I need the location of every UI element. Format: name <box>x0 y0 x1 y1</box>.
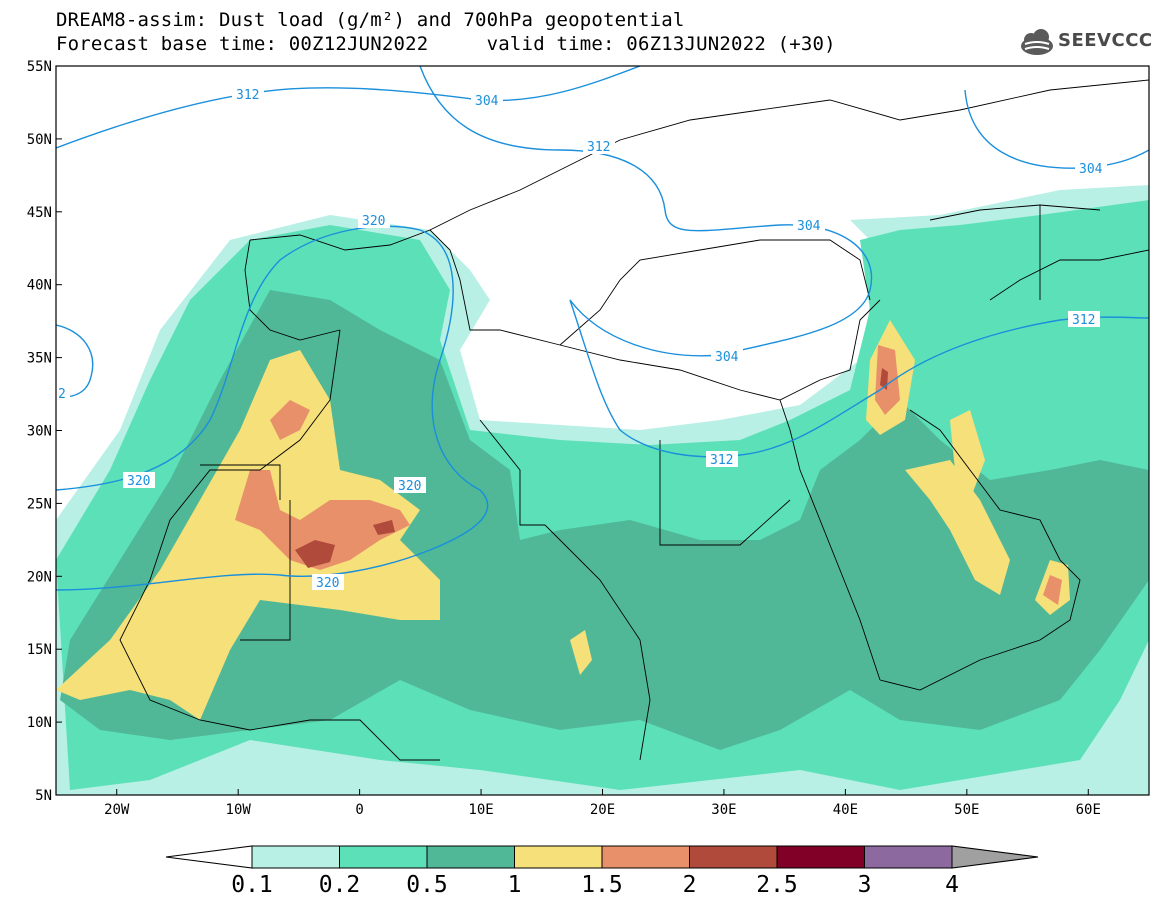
contour-label: 320 <box>127 474 150 489</box>
colorbar-label: 0.5 <box>406 872 448 898</box>
map-subtitle: Forecast base time: 00Z12JUN2022 valid t… <box>56 33 836 55</box>
contour-label: 304 <box>797 219 821 234</box>
contour-label: 312 <box>1072 313 1095 328</box>
lon-tick-label: 30E <box>711 802 736 818</box>
contour-label: 312 <box>236 88 259 103</box>
lat-tick-label: 30N <box>27 424 52 440</box>
lat-tick-label: 55N <box>27 59 52 75</box>
lat-tick-label: 50N <box>27 132 52 148</box>
lon-tick-label: 40E <box>833 802 858 818</box>
lon-tick-label: 50E <box>954 802 979 818</box>
lon-tick-label: 20E <box>590 802 615 818</box>
colorbar-min-arrow <box>165 845 253 869</box>
colorbar-max-arrow <box>951 845 1039 869</box>
longitude-axis: 20W 10W 0 10E 20E 30E 40E 50E 60E <box>104 789 1101 818</box>
map-title: DREAM8-assim: Dust load (g/m²) and 700hP… <box>56 9 685 31</box>
colorbar-label: 2.5 <box>756 872 798 898</box>
colorbar-segment <box>514 845 603 869</box>
colorbar-segment <box>776 845 865 869</box>
colorbar-label: 1 <box>508 872 522 898</box>
lat-tick-label: 45N <box>27 205 52 221</box>
dust-fields <box>56 185 1149 795</box>
contour-label: 304 <box>715 350 739 365</box>
colorbar-segment <box>339 845 428 869</box>
colorbar-label: 0.2 <box>319 872 361 898</box>
colorbar-segment <box>601 845 690 869</box>
lat-tick-label: 35N <box>27 351 52 367</box>
lon-tick-label: 60E <box>1076 802 1101 818</box>
lat-tick-label: 40N <box>27 278 52 294</box>
contour-label: 320 <box>362 214 385 229</box>
coastlines <box>119 79 1149 761</box>
colorbar-label: 1.5 <box>581 872 623 898</box>
lat-tick-label: 10N <box>27 715 52 731</box>
logo-text: SEEVCCC <box>1058 30 1153 51</box>
contour-label: 304 <box>1079 162 1103 177</box>
lon-tick-label: 10W <box>226 802 252 818</box>
lon-tick-label: 20W <box>104 802 130 818</box>
lat-tick-label: 15N <box>27 642 52 658</box>
colorbar-label: 0.1 <box>231 872 273 898</box>
colorbar-label: 3 <box>858 872 872 898</box>
lon-tick-label: 0 <box>355 802 363 818</box>
colorbar-label: 4 <box>945 872 959 898</box>
contour-label: 320 <box>398 479 421 494</box>
lon-tick-label: 10E <box>468 802 493 818</box>
contour-label-group: 304 312 320 304 312 304 320 2 320 320 31… <box>56 86 1107 591</box>
colorbar-segment <box>864 845 953 869</box>
contour-label: 304 <box>475 94 499 109</box>
contour-label: 312 <box>710 453 733 468</box>
latitude-axis: 55N 50N 45N 40N 35N 30N 25N 20N 15N 10N 5N <box>27 59 62 804</box>
colorbar-segment <box>689 845 778 869</box>
colorbar: 0.1 0.2 0.5 1 1.5 2 2.5 3 4 <box>165 845 1039 898</box>
colorbar-segment <box>426 845 515 869</box>
lat-tick-label: 25N <box>27 496 52 512</box>
colorbar-segment <box>251 845 340 869</box>
contour-label: 320 <box>316 576 339 591</box>
colorbar-label: 2 <box>683 872 697 898</box>
contour-label: 2 <box>58 387 66 402</box>
contour-label: 312 <box>587 140 610 155</box>
lat-tick-label: 5N <box>35 788 52 804</box>
cloud-icon <box>1021 29 1053 55</box>
lat-tick-label: 20N <box>27 569 52 585</box>
